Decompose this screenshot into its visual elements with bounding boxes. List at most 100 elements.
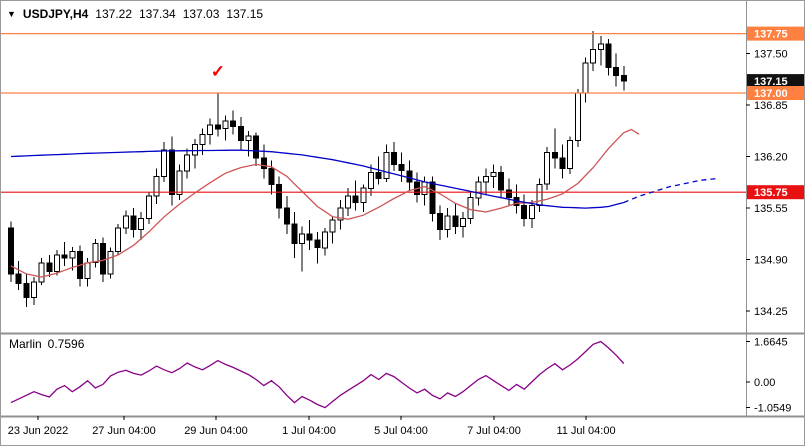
candle-body bbox=[398, 163, 405, 172]
candle-body bbox=[153, 175, 160, 197]
candle-body bbox=[528, 205, 535, 219]
candle-body bbox=[199, 133, 206, 146]
candle-body bbox=[620, 75, 627, 82]
candle-body bbox=[8, 227, 14, 275]
candle-body bbox=[444, 215, 451, 230]
ma-blue-dashed-projection bbox=[623, 178, 716, 204]
price-badge-label: 137.00 bbox=[754, 88, 788, 100]
candle-body bbox=[551, 152, 558, 159]
candle-body bbox=[46, 262, 53, 272]
candle-body bbox=[54, 254, 60, 273]
candle-body bbox=[406, 170, 413, 183]
candle-body bbox=[437, 213, 443, 231]
candle-body bbox=[505, 189, 512, 199]
price-badge-label: 137.75 bbox=[754, 29, 788, 41]
candle-body bbox=[360, 187, 367, 203]
candle-body bbox=[391, 152, 397, 165]
time-tick-label: 29 Jun 04:00 bbox=[184, 425, 248, 437]
candlestick-series bbox=[8, 31, 627, 308]
checkmark-annotation: ✓ bbox=[211, 62, 225, 81]
candle-body bbox=[582, 62, 589, 94]
candle-body bbox=[276, 183, 283, 209]
candle-body bbox=[176, 170, 183, 196]
candle-body bbox=[605, 43, 612, 69]
candle-body bbox=[84, 262, 91, 280]
ohlc-close-value: 137.15 bbox=[226, 7, 264, 21]
candle-body bbox=[498, 171, 505, 191]
time-tick-label: 5 Jul 04:00 bbox=[374, 425, 428, 437]
price-tick-label: 136.20 bbox=[754, 151, 788, 163]
candle-body bbox=[222, 120, 229, 130]
candle-body bbox=[352, 195, 359, 203]
price-tick-label: 134.25 bbox=[754, 306, 788, 318]
candle-body bbox=[23, 282, 30, 299]
ma-red-line bbox=[10, 128, 640, 278]
price-tick-label: 137.50 bbox=[754, 48, 788, 60]
candle-body bbox=[337, 207, 344, 221]
candle-body bbox=[544, 152, 551, 185]
candle-body bbox=[452, 215, 459, 227]
candle-body bbox=[490, 171, 497, 177]
candle-body bbox=[61, 254, 68, 259]
candle-body bbox=[130, 215, 137, 230]
candle-body bbox=[99, 243, 106, 275]
candle-body bbox=[306, 233, 313, 241]
candle-body bbox=[31, 281, 37, 299]
candle-body bbox=[613, 67, 620, 77]
chart-header: ▼ USDJPY,H4 137.22 137.34 137.03 137.15 bbox=[7, 7, 263, 21]
candle-body bbox=[482, 175, 489, 183]
price-tick-label: 136.85 bbox=[754, 100, 788, 112]
candle-body bbox=[536, 183, 543, 207]
time-tick-label: 1 Jul 04:00 bbox=[282, 425, 336, 437]
candle-body bbox=[567, 140, 574, 169]
candle-body bbox=[115, 227, 122, 253]
candle-body bbox=[299, 233, 306, 245]
candle-body bbox=[291, 223, 298, 245]
candle-body bbox=[184, 154, 191, 172]
candle-body bbox=[597, 43, 604, 51]
candle-body bbox=[429, 181, 436, 215]
candle-body bbox=[161, 149, 168, 177]
price-badge-label: 135.75 bbox=[754, 187, 788, 199]
candle-body bbox=[467, 197, 474, 219]
ma-blue-line bbox=[10, 149, 624, 209]
marlin-line bbox=[10, 340, 625, 409]
time-tick-label: 27 Jun 04:00 bbox=[92, 425, 156, 437]
price-tick-label: 134.90 bbox=[754, 255, 788, 267]
candle-body bbox=[345, 195, 351, 209]
symbol-dropdown-icon[interactable]: ▼ bbox=[7, 9, 16, 19]
indicator-name: Marlin bbox=[9, 337, 42, 351]
price-badge bbox=[747, 26, 804, 41]
indicator-value: 0.7596 bbox=[47, 337, 85, 351]
symbol-timeframe-label: USDJPY,H4 bbox=[22, 7, 89, 21]
candle-body bbox=[574, 92, 581, 142]
price-badge-label: 137.15 bbox=[754, 76, 788, 88]
candle-body bbox=[383, 152, 390, 180]
price-axis[interactable]: 137.50 136.85 136.20 135.55 134.90 134.25 bbox=[746, 48, 788, 318]
indicator-tick-label: 1.6645 bbox=[754, 337, 788, 349]
price-badge bbox=[747, 74, 804, 89]
ohlc-low-value: 137.03 bbox=[182, 7, 220, 21]
indicator-axis[interactable]: 1.6645 0.00 -1.0549 bbox=[746, 337, 791, 415]
indicator-tick-label: 0.00 bbox=[754, 377, 775, 389]
candle-body bbox=[329, 219, 336, 233]
candle-body bbox=[230, 120, 237, 127]
candle-body bbox=[245, 135, 252, 142]
candle-body bbox=[260, 157, 267, 169]
indicator-label: Marlin 0.7596 bbox=[9, 337, 84, 351]
candle-body bbox=[368, 171, 374, 189]
candle-body bbox=[268, 167, 275, 185]
time-tick-label: 7 Jul 04:00 bbox=[467, 425, 521, 437]
time-tick-label: 11 Jul 04:00 bbox=[556, 425, 615, 437]
indicator-tick-label: -1.0549 bbox=[754, 403, 791, 415]
time-axis[interactable]: 23 Jun 2022 27 Jun 04:00 29 Jun 04:00 1 Jul… bbox=[8, 416, 616, 437]
candle-body bbox=[122, 215, 129, 229]
candle-body bbox=[237, 125, 244, 142]
candle-body bbox=[314, 239, 321, 249]
candle-body bbox=[375, 171, 382, 180]
candle-body bbox=[559, 157, 566, 169]
candle-body bbox=[15, 273, 22, 284]
candle-body bbox=[207, 124, 214, 135]
